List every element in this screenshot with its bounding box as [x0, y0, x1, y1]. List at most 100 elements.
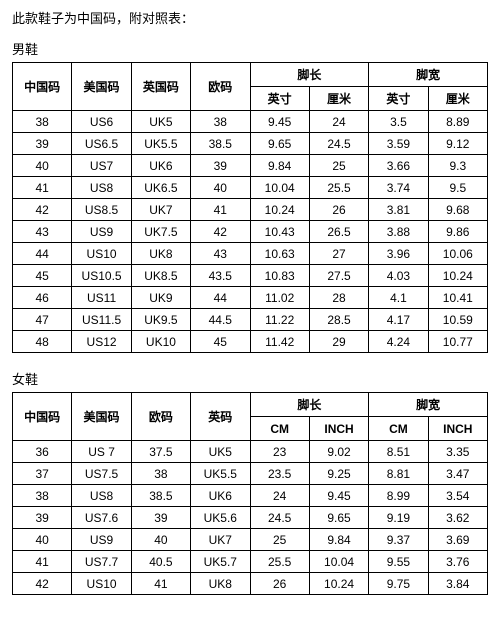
- cell-len_cm: 24.5: [309, 133, 368, 155]
- cell-len_in: 9.84: [250, 155, 309, 177]
- womens-hdr-eu: 欧码: [131, 393, 190, 441]
- cell-wid_cm: 9.5: [428, 177, 487, 199]
- mens-hdr-uk: 英国码: [131, 63, 190, 111]
- cell-len_in: 10.04: [309, 551, 368, 573]
- cell-wid_cm: 8.51: [369, 441, 428, 463]
- cell-eu: 43.5: [191, 265, 250, 287]
- cell-len_cm: 24.5: [250, 507, 309, 529]
- cell-wid_in: 3.62: [428, 507, 487, 529]
- cell-uk: UK9: [131, 287, 190, 309]
- cell-uk: UK9.5: [131, 309, 190, 331]
- mens-hdr-us: 美国码: [72, 63, 131, 111]
- cell-eu: 39: [131, 507, 190, 529]
- cell-len_cm: 23: [250, 441, 309, 463]
- cell-uk: UK10: [131, 331, 190, 353]
- womens-hdr-foot-width: 脚宽: [369, 393, 488, 417]
- cell-uk: UK6: [191, 485, 250, 507]
- cell-us: US7.5: [72, 463, 131, 485]
- cell-wid_cm: 9.3: [428, 155, 487, 177]
- cell-wid_cm: 10.06: [428, 243, 487, 265]
- womens-table: 中国码 美国码 欧码 英码 脚长 脚宽 CM INCH CM INCH 36US…: [12, 392, 488, 595]
- table-row: 39US7.639UK5.624.59.659.193.62: [13, 507, 488, 529]
- cell-cn: 48: [13, 331, 72, 353]
- mens-hdr-wid-cm: 厘米: [428, 87, 487, 111]
- cell-cn: 39: [13, 133, 72, 155]
- cell-uk: UK6.5: [131, 177, 190, 199]
- cell-len_in: 9.45: [250, 111, 309, 133]
- intro-text: 此款鞋子为中国码，附对照表：: [12, 8, 488, 27]
- cell-uk: UK8: [191, 573, 250, 595]
- cell-wid_cm: 8.81: [369, 463, 428, 485]
- cell-cn: 40: [13, 529, 72, 551]
- womens-title: 女鞋: [12, 369, 488, 388]
- cell-wid_cm: 10.77: [428, 331, 487, 353]
- womens-hdr-uk: 英码: [191, 393, 250, 441]
- cell-len_cm: 26: [250, 573, 309, 595]
- cell-uk: UK7: [191, 529, 250, 551]
- mens-hdr-len-inch: 英寸: [250, 87, 309, 111]
- cell-cn: 47: [13, 309, 72, 331]
- cell-us: US9: [72, 221, 131, 243]
- cell-len_in: 11.22: [250, 309, 309, 331]
- cell-us: US11.5: [72, 309, 131, 331]
- cell-us: US7: [72, 155, 131, 177]
- cell-cn: 39: [13, 507, 72, 529]
- cell-us: US10: [72, 573, 131, 595]
- table-row: 44US10UK84310.63273.9610.06: [13, 243, 488, 265]
- cell-wid_in: 3.84: [428, 573, 487, 595]
- cell-uk: UK7.5: [131, 221, 190, 243]
- cell-wid_cm: 10.24: [428, 265, 487, 287]
- cell-us: US10.5: [72, 265, 131, 287]
- mens-hdr-foot-width: 脚宽: [369, 63, 488, 87]
- table-row: 38US6UK5389.45243.58.89: [13, 111, 488, 133]
- mens-hdr-len-cm: 厘米: [309, 87, 368, 111]
- cell-eu: 41: [131, 573, 190, 595]
- cell-len_cm: 26: [309, 199, 368, 221]
- cell-wid_in: 4.17: [369, 309, 428, 331]
- cell-uk: UK5: [131, 111, 190, 133]
- cell-us: US12: [72, 331, 131, 353]
- cell-len_cm: 24: [309, 111, 368, 133]
- table-row: 47US11.5UK9.544.511.2228.54.1710.59: [13, 309, 488, 331]
- table-row: 48US12UK104511.42294.2410.77: [13, 331, 488, 353]
- cell-eu: 42: [191, 221, 250, 243]
- cell-wid_in: 3.47: [428, 463, 487, 485]
- cell-len_cm: 26.5: [309, 221, 368, 243]
- cell-us: US6.5: [72, 133, 131, 155]
- table-row: 45US10.5UK8.543.510.8327.54.0310.24: [13, 265, 488, 287]
- cell-len_cm: 27.5: [309, 265, 368, 287]
- mens-table: 中国码 美国码 英国码 欧码 脚长 脚宽 英寸 厘米 英寸 厘米 38US6UK…: [12, 62, 488, 353]
- table-row: 41US8UK6.54010.0425.53.749.5: [13, 177, 488, 199]
- cell-len_in: 10.63: [250, 243, 309, 265]
- cell-us: US7.7: [72, 551, 131, 573]
- table-row: 36US 737.5UK5239.028.513.35: [13, 441, 488, 463]
- cell-wid_in: 3.35: [428, 441, 487, 463]
- cell-wid_cm: 8.89: [428, 111, 487, 133]
- cell-uk: UK5.7: [191, 551, 250, 573]
- cell-eu: 40.5: [131, 551, 190, 573]
- cell-wid_in: 3.66: [369, 155, 428, 177]
- cell-uk: UK8.5: [131, 265, 190, 287]
- womens-hdr-us: 美国码: [72, 393, 131, 441]
- cell-uk: UK6: [131, 155, 190, 177]
- cell-len_in: 10.24: [250, 199, 309, 221]
- cell-len_cm: 28.5: [309, 309, 368, 331]
- cell-us: US11: [72, 287, 131, 309]
- cell-cn: 46: [13, 287, 72, 309]
- cell-eu: 43: [191, 243, 250, 265]
- cell-us: US9: [72, 529, 131, 551]
- cell-len_in: 11.02: [250, 287, 309, 309]
- mens-hdr-cn: 中国码: [13, 63, 72, 111]
- cell-len_in: 9.84: [309, 529, 368, 551]
- cell-uk: UK8: [131, 243, 190, 265]
- cell-eu: 38.5: [191, 133, 250, 155]
- cell-cn: 38: [13, 485, 72, 507]
- cell-cn: 42: [13, 573, 72, 595]
- cell-len_cm: 25: [250, 529, 309, 551]
- cell-us: US8: [72, 485, 131, 507]
- cell-eu: 44.5: [191, 309, 250, 331]
- table-row: 38US838.5UK6249.458.993.54: [13, 485, 488, 507]
- cell-len_cm: 24: [250, 485, 309, 507]
- cell-us: US7.6: [72, 507, 131, 529]
- cell-wid_in: 3.88: [369, 221, 428, 243]
